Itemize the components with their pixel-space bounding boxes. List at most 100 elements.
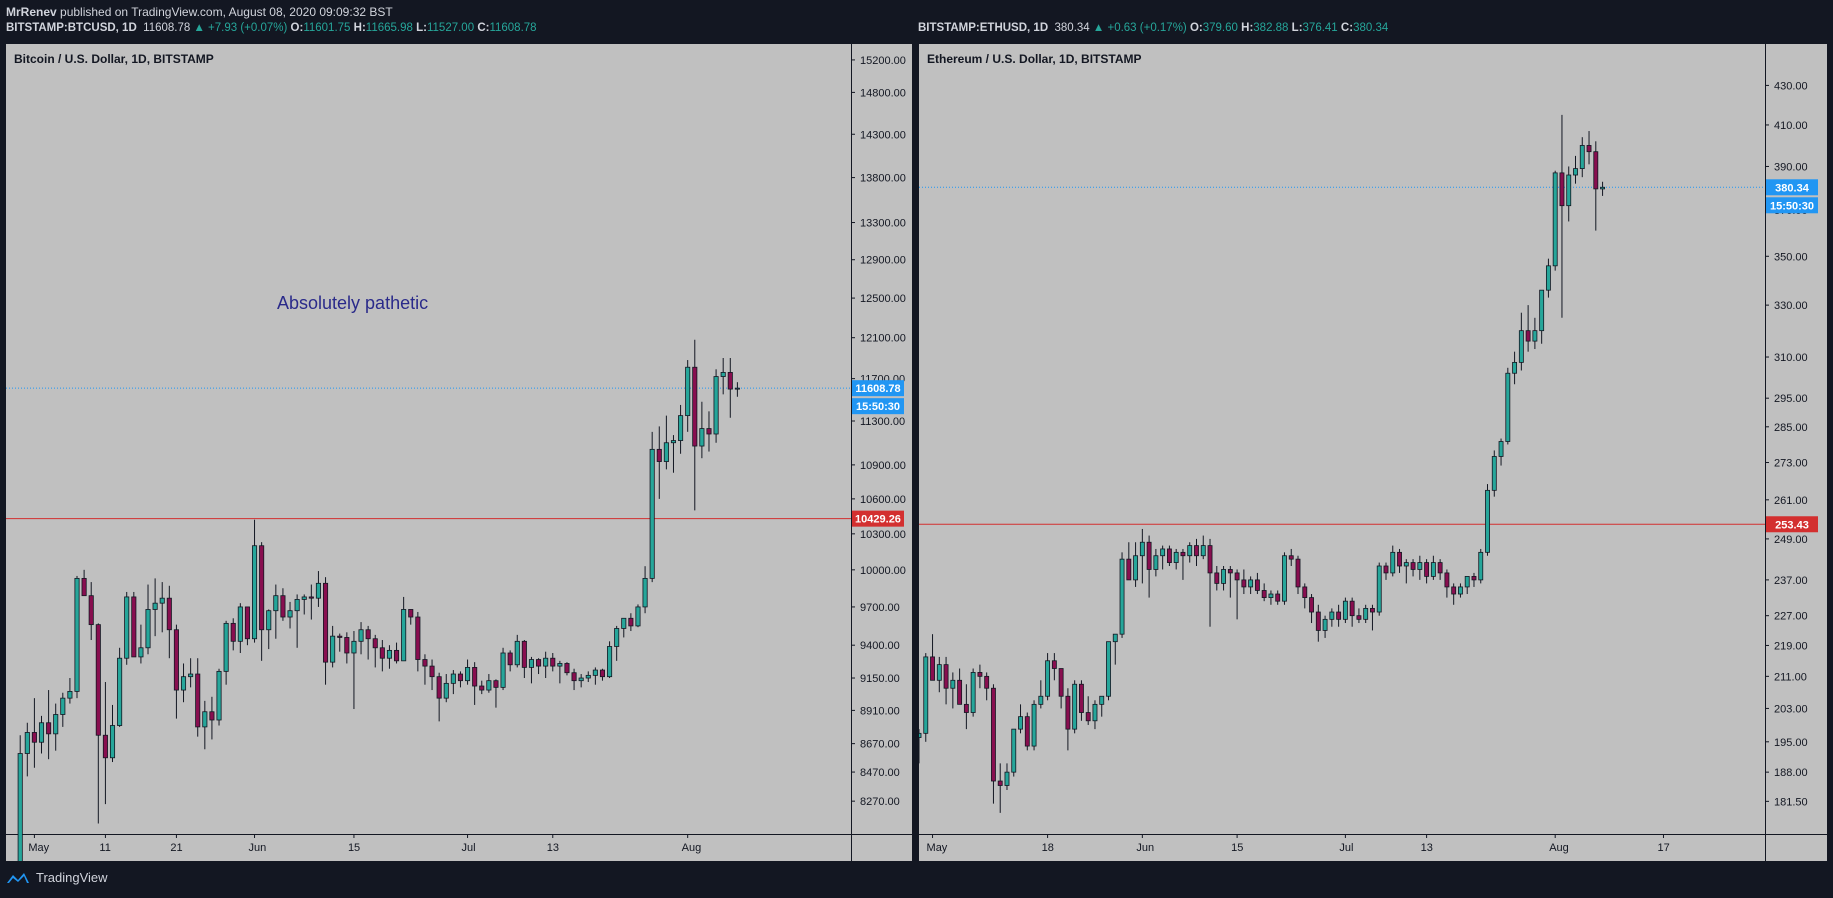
btc-candle[interactable]: [294, 594, 300, 648]
eth-price-badge[interactable]: 380.34: [1766, 179, 1818, 196]
btc-candle[interactable]: [614, 625, 620, 661]
eth-candle[interactable]: [984, 672, 990, 701]
btc-candle[interactable]: [401, 596, 407, 662]
btc-candle[interactable]: [60, 692, 66, 727]
btc-candle[interactable]: [109, 704, 116, 763]
btc-candle[interactable]: [251, 519, 258, 643]
eth-candle[interactable]: [1268, 590, 1274, 605]
eth-candle[interactable]: [1356, 608, 1362, 624]
eth-candle[interactable]: [1166, 545, 1172, 567]
eth-candle[interactable]: [1072, 680, 1078, 734]
eth-level-badge[interactable]: 253.43: [1766, 516, 1818, 533]
btc-candle[interactable]: [102, 682, 108, 805]
btc-candle[interactable]: [436, 672, 442, 722]
eth-candle[interactable]: [1221, 566, 1226, 591]
btc-candle[interactable]: [166, 585, 172, 659]
eth-candle[interactable]: [1180, 548, 1186, 580]
btc-candle[interactable]: [287, 601, 293, 629]
eth-candle[interactable]: [943, 656, 949, 705]
btc-candle[interactable]: [699, 401, 705, 459]
eth-candle[interactable]: [1241, 569, 1247, 595]
eth-candle[interactable]: [1187, 542, 1193, 563]
eth-countdown-badge[interactable]: 15:50:30: [1766, 197, 1818, 214]
eth-candle[interactable]: [1024, 712, 1030, 751]
eth-candle[interactable]: [1498, 438, 1504, 466]
eth-candle[interactable]: [1018, 704, 1023, 734]
btc-candle[interactable]: [507, 650, 513, 672]
eth-chart-svg[interactable]: 430.00410.00390.00370.00350.00330.00310.…: [919, 44, 1827, 861]
btc-countdown-badge[interactable]: 15:50:30: [852, 398, 904, 415]
eth-candle[interactable]: [1261, 583, 1267, 602]
btc-candle[interactable]: [365, 625, 371, 660]
btc-candle[interactable]: [713, 369, 719, 443]
btc-candle[interactable]: [450, 670, 456, 695]
eth-candle[interactable]: [1376, 562, 1382, 616]
eth-candle[interactable]: [1403, 559, 1409, 584]
eth-candle[interactable]: [1579, 137, 1585, 178]
author-name[interactable]: MrRenev: [6, 5, 57, 19]
eth-candle[interactable]: [1539, 289, 1545, 344]
btc-candle[interactable]: [159, 582, 165, 633]
btc-candle[interactable]: [24, 722, 30, 777]
eth-candle[interactable]: [1302, 583, 1308, 609]
eth-candle[interactable]: [1342, 597, 1348, 624]
btc-candle[interactable]: [223, 620, 229, 685]
btc-candle[interactable]: [74, 575, 80, 699]
btc-candle[interactable]: [599, 668, 606, 681]
eth-candle[interactable]: [1288, 548, 1294, 567]
btc-candle[interactable]: [259, 542, 265, 661]
btc-candle[interactable]: [53, 703, 59, 751]
btc-candle[interactable]: [81, 569, 87, 597]
btc-candle[interactable]: [486, 674, 492, 693]
eth-candle[interactable]: [1485, 484, 1490, 556]
eth-candle[interactable]: [1566, 166, 1572, 222]
eth-candle[interactable]: [1295, 555, 1301, 595]
btc-candle[interactable]: [472, 662, 478, 705]
btc-candle[interactable]: [280, 588, 286, 621]
btc-candle[interactable]: [628, 613, 634, 632]
eth-candle[interactable]: [1525, 305, 1531, 352]
eth-candle[interactable]: [1451, 583, 1457, 605]
btc-candle[interactable]: [685, 360, 691, 432]
eth-candle[interactable]: [957, 668, 963, 705]
btc-candle[interactable]: [379, 640, 385, 672]
btc-candle[interactable]: [621, 617, 627, 638]
eth-candle[interactable]: [991, 684, 996, 804]
btc-candle[interactable]: [88, 582, 94, 641]
btc-candle[interactable]: [117, 647, 123, 727]
eth-candle[interactable]: [1471, 572, 1477, 587]
btc-candle[interactable]: [344, 632, 350, 664]
btc-candle[interactable]: [678, 404, 684, 454]
eth-candle[interactable]: [1248, 576, 1254, 595]
eth-candle[interactable]: [1227, 566, 1233, 598]
eth-chart-panel[interactable]: 430.00410.00390.00370.00350.00330.00310.…: [919, 44, 1827, 861]
eth-candle[interactable]: [1079, 680, 1084, 721]
btc-candle[interactable]: [173, 624, 179, 719]
btc-candle[interactable]: [607, 641, 613, 679]
btc-candle[interactable]: [500, 647, 506, 691]
eth-candle[interactable]: [1038, 680, 1044, 709]
eth-candle[interactable]: [1051, 653, 1057, 681]
eth-candle[interactable]: [1329, 608, 1335, 627]
btc-candle[interactable]: [571, 668, 577, 691]
eth-candle[interactable]: [1146, 535, 1152, 598]
btc-candle[interactable]: [188, 658, 194, 688]
eth-candle[interactable]: [1275, 590, 1281, 605]
btc-candle[interactable]: [308, 584, 314, 620]
btc-candle[interactable]: [38, 715, 45, 754]
eth-candle[interactable]: [1011, 728, 1017, 777]
eth-candle[interactable]: [930, 634, 935, 681]
eth-candle[interactable]: [1559, 114, 1565, 318]
eth-candle[interactable]: [1126, 542, 1132, 581]
btc-candle[interactable]: [337, 633, 343, 652]
eth-candle[interactable]: [1254, 572, 1260, 595]
btc-level-badge[interactable]: 10429.26: [852, 510, 904, 527]
btc-candle[interactable]: [543, 651, 549, 679]
eth-candle[interactable]: [1397, 548, 1402, 573]
btc-candle[interactable]: [351, 631, 357, 710]
btc-candle[interactable]: [465, 659, 471, 685]
eth-candle[interactable]: [1309, 594, 1314, 624]
btc-candle[interactable]: [663, 415, 669, 470]
btc-candle[interactable]: [443, 674, 449, 703]
eth-candle[interactable]: [950, 672, 956, 709]
